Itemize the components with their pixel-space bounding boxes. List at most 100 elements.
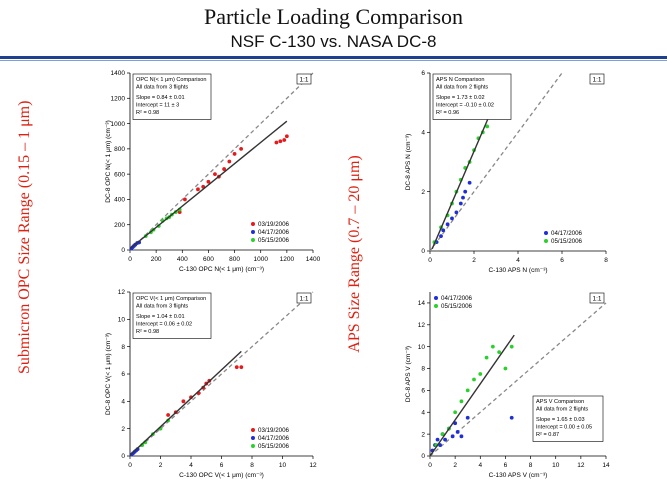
one-to-one-box	[296, 292, 312, 304]
y-axis-label: DC-8 APS N (cm⁻³)	[405, 134, 412, 191]
legend-label: 04/17/2006	[441, 295, 473, 302]
data-point-green	[459, 399, 464, 404]
legend-label: 04/17/2006	[551, 230, 583, 237]
legend-label: 05/15/2006	[258, 443, 290, 450]
data-point-blue	[458, 201, 463, 206]
title-divider-thin	[0, 60, 667, 61]
one-to-one-label: 1:1	[299, 77, 308, 84]
data-point-blue	[443, 437, 447, 442]
y-tick-label: 1200	[111, 95, 126, 102]
y-tick-label: 4	[121, 399, 125, 406]
fit-line	[129, 120, 288, 250]
one-to-one-line	[129, 72, 314, 251]
x-tick-label: 200	[151, 256, 162, 263]
data-point-green	[440, 432, 445, 437]
one-to-one-line	[129, 291, 314, 457]
y-tick-label: 12	[118, 289, 126, 296]
y-tick-label: 10	[118, 317, 126, 324]
data-point-green	[465, 388, 470, 393]
data-point-red	[274, 140, 279, 145]
x-tick-label: 4	[478, 462, 482, 469]
data-point-blue	[463, 189, 468, 194]
data-point-red	[282, 138, 287, 142]
stats-line: All data from 2 flights	[436, 85, 488, 91]
x-tick-label: 0	[428, 257, 432, 264]
x-axis-label: C-130 OPC N(< 1 μm) (cm⁻³)	[179, 266, 264, 273]
stats-line: APS V Comparison	[536, 399, 584, 405]
y-tick-label: 0	[421, 453, 425, 460]
data-point-red	[232, 152, 237, 156]
legend-marker-red	[251, 428, 255, 432]
x-tick-label: 2	[472, 257, 476, 264]
x-tick-label: 1000	[253, 256, 268, 263]
data-point-blue	[509, 415, 514, 420]
x-tick-label: 12	[577, 462, 585, 469]
one-to-one-line	[429, 302, 607, 457]
one-to-one-label: 1:1	[299, 296, 308, 303]
y-tick-label: 800	[114, 146, 125, 153]
x-tick-label: 1200	[280, 256, 295, 263]
stats-line: Slope = 1.04 ± 0.01	[136, 314, 185, 320]
data-point-green	[453, 410, 458, 415]
x-tick-label: 4	[516, 257, 520, 264]
stats-line: All data from 2 flights	[536, 407, 588, 413]
data-point-green	[472, 377, 476, 382]
legend-label: 03/19/2006	[258, 221, 290, 228]
x-tick-label: 6	[504, 462, 508, 469]
y-tick-label: 6	[421, 388, 425, 395]
stats-line: R² = 0.96	[436, 110, 459, 116]
data-point-blue	[439, 234, 443, 239]
data-point-red	[181, 399, 186, 404]
stats-line: Intercept = 0.00 ± 0.05	[536, 425, 592, 431]
legend-marker-red	[251, 222, 255, 226]
x-tick-label: 10	[279, 462, 287, 469]
data-point-red	[227, 159, 232, 164]
x-tick-label: 1400	[306, 256, 321, 263]
page-title: Particle Loading Comparison	[203, 4, 464, 29]
stats-line: R² = 0.87	[536, 432, 559, 438]
y-tick-label: 0	[421, 248, 425, 255]
data-point-red	[166, 413, 171, 417]
data-point-green	[485, 124, 490, 129]
x-tick-label: 0	[128, 256, 132, 263]
legend-marker-green	[544, 239, 548, 243]
data-point-red	[234, 365, 239, 370]
legend-label: 04/17/2006	[258, 435, 290, 442]
legend-label: 04/17/2006	[258, 229, 290, 236]
data-point-blue	[435, 437, 440, 442]
stats-line: Intercept = 11 ± 3	[136, 103, 179, 109]
title-divider	[0, 56, 667, 59]
stats-line: Slope = 0.84 ± 0.01	[136, 95, 185, 101]
x-tick-label: 8	[529, 462, 533, 469]
data-point-blue	[455, 430, 460, 434]
y-tick-label: 1000	[111, 121, 126, 128]
y-tick-label: 6	[421, 70, 425, 77]
y-tick-label: 0	[121, 247, 125, 254]
x-tick-label: 10	[552, 462, 560, 469]
stats-line: R² = 0.98	[136, 329, 159, 335]
data-point-red	[183, 197, 187, 202]
stats-box	[132, 73, 212, 120]
chart-aps_n: 0 2 4 6 8 0 2 4 6 C-130 APS N (cm⁻³) DC-8 APS N (c…	[405, 70, 608, 274]
data-point-red	[239, 365, 244, 370]
chart-aps_v: 0 2 4 6 8 10 12 14 0 2 4 6 8 10 12 14 C-130 APS V (cm⁻³)…	[405, 292, 610, 479]
y-tick-label: 8	[421, 366, 425, 373]
one-to-one-label: 1:1	[592, 296, 601, 303]
y-tick-label: 4	[421, 130, 425, 137]
stats-line: OPC N(< 1 μm) Comparison	[136, 77, 207, 83]
data-point-green	[478, 372, 483, 376]
legend-label: 05/15/2006	[551, 238, 583, 245]
legend-marker-blue	[544, 231, 548, 235]
data-point-red	[239, 146, 244, 151]
x-axis-label: C-130 APS V (cm⁻³)	[489, 472, 548, 479]
data-point-red	[278, 139, 283, 144]
y-tick-label: 2	[421, 189, 425, 196]
x-tick-label: 600	[203, 256, 214, 263]
legend-marker-green	[251, 238, 255, 242]
x-tick-label: 800	[229, 256, 240, 263]
x-tick-label: 400	[177, 256, 188, 263]
legend-marker-green	[434, 304, 438, 308]
y-tick-label: 10	[418, 344, 426, 351]
legend-marker-blue	[251, 230, 255, 234]
stats-line: APS N Comparison	[436, 77, 485, 83]
